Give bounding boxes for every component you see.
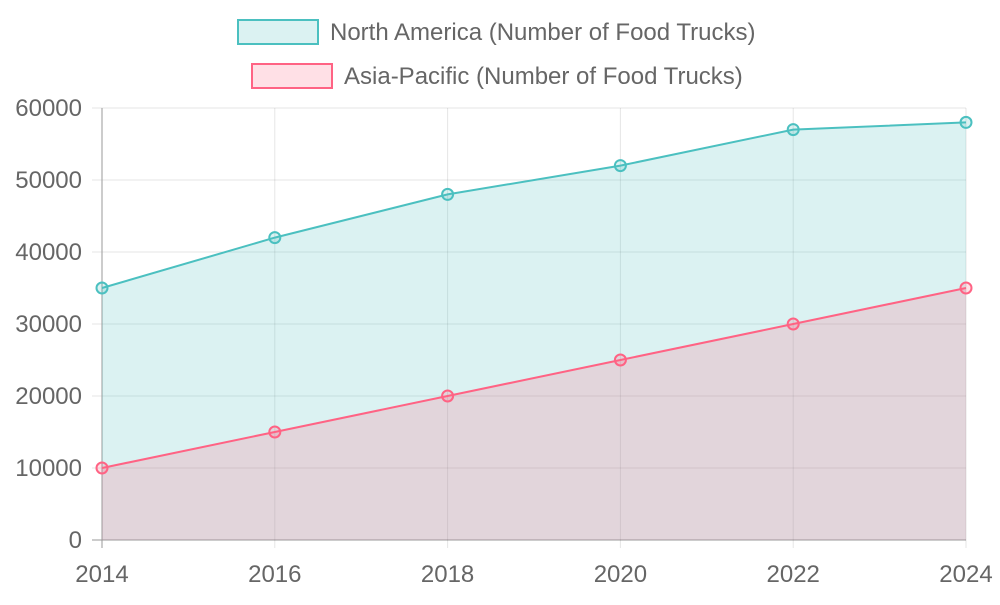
data-point [786,317,800,331]
axes: 0 10000 20000 30000 40000 50000 60000 2014 2016 2… [15,95,992,588]
x-tick-label: 2022 [767,561,820,588]
data-point [268,231,282,245]
legend-label-asia-pacific: Asia-Pacific (Number of Food Trucks) [344,63,743,90]
data-point [441,187,455,201]
y-tick-label: 40000 [15,239,82,266]
y-tick-label: 0 [69,527,82,554]
x-tick-label: 2024 [939,561,992,588]
data-point [613,353,627,367]
data-point [95,461,109,475]
y-tick-label: 50000 [15,167,82,194]
y-tick-label: 20000 [15,383,82,410]
series-line-1 [101,287,967,469]
data-point [441,389,455,403]
x-tick-label: 2016 [248,561,301,588]
series-area-1 [102,288,966,540]
x-tick-label: 2018 [421,561,474,588]
legend-label-north-america: North America (Number of Food Trucks) [330,19,755,46]
series-areas [101,121,967,541]
y-tick-label: 10000 [15,455,82,482]
series-points [95,115,973,475]
x-tick-label: 2020 [594,561,647,588]
data-point [786,123,800,137]
legend-swatch-asia-pacific [251,63,333,89]
legend-item-north-america[interactable]: North America (Number of Food Trucks) [237,19,755,46]
data-point [959,115,973,129]
legend: North America (Number of Food Trucks) As… [237,19,755,90]
x-tick-label: 2014 [75,561,128,588]
y-tick-label: 60000 [15,95,82,122]
legend-swatch-north-america [237,19,319,45]
data-point [959,281,973,295]
data-point [613,159,627,173]
legend-item-asia-pacific[interactable]: Asia-Pacific (Number of Food Trucks) [251,63,743,90]
y-tick-label: 30000 [15,311,82,338]
data-point [268,425,282,439]
series-line-0 [101,121,967,289]
data-point [95,281,109,295]
